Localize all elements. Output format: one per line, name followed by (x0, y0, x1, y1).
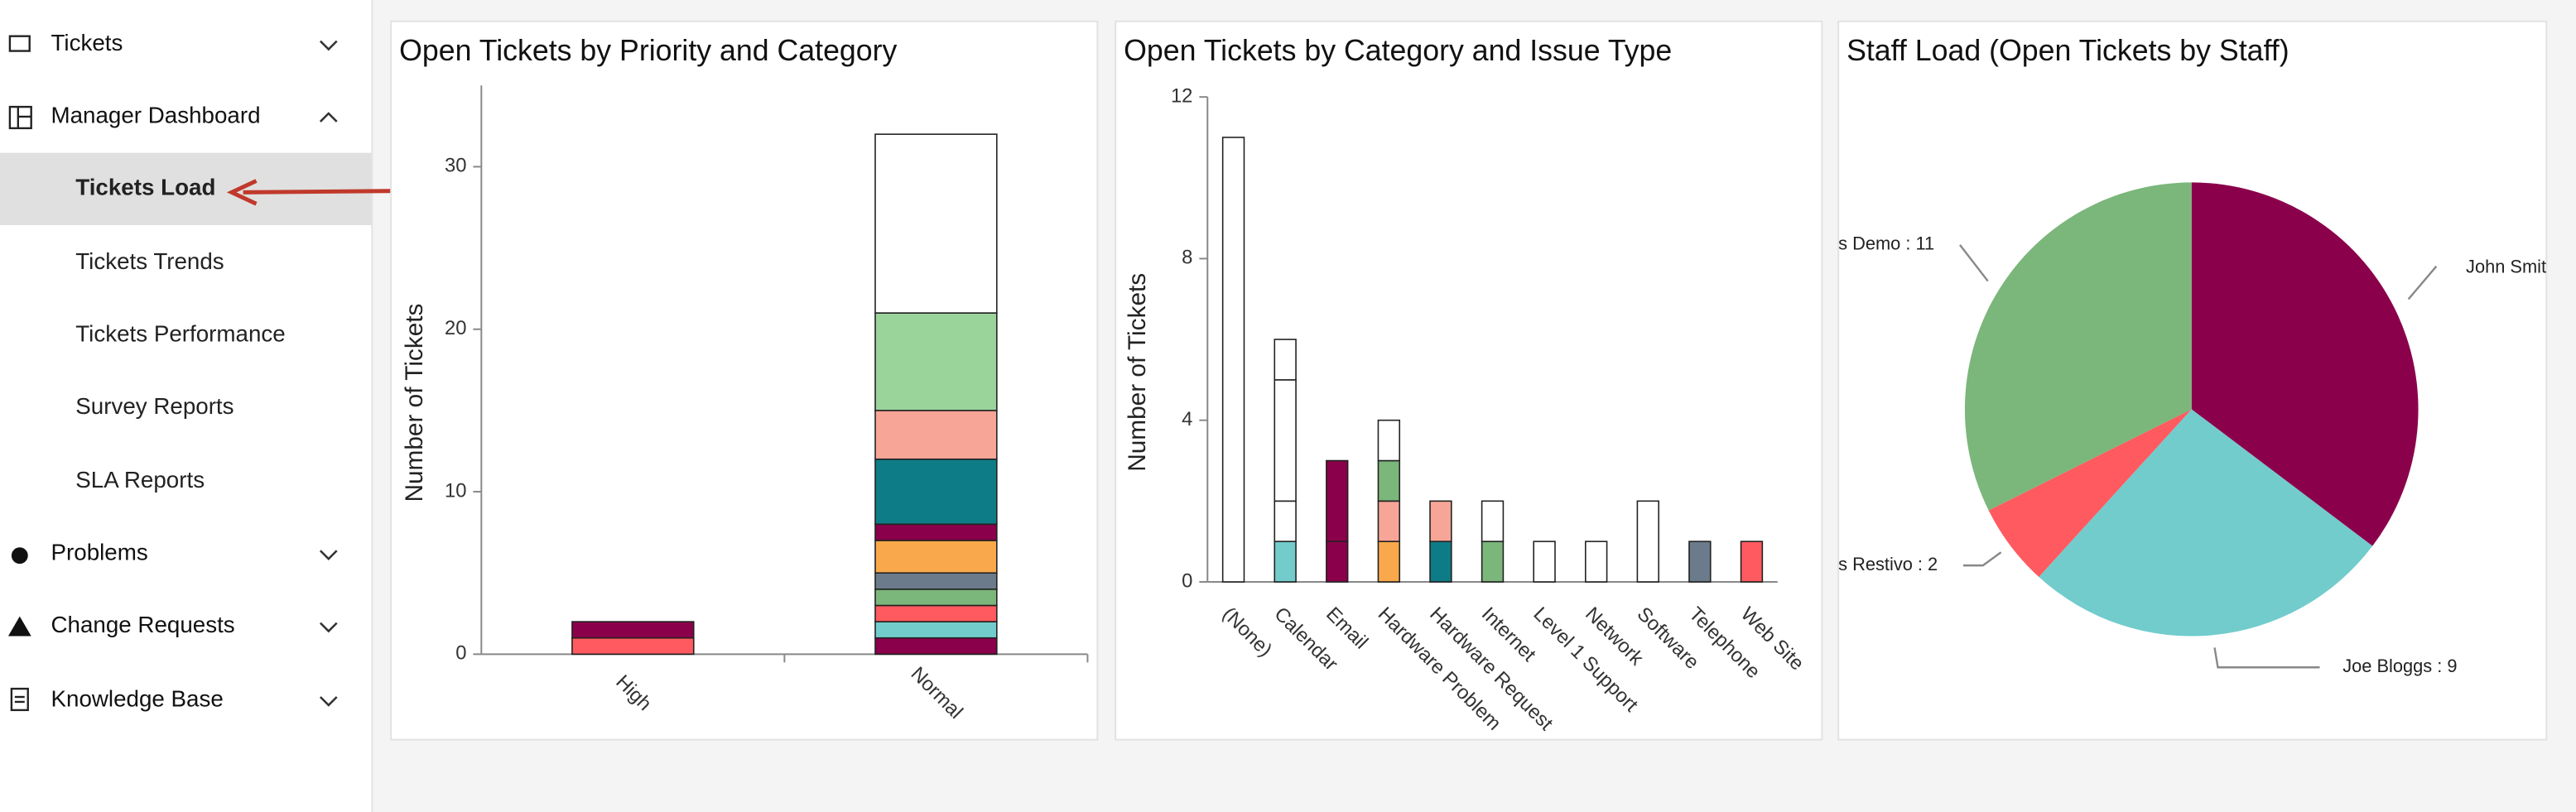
change-icon (7, 616, 31, 637)
leader-line (1962, 551, 2002, 567)
y-tick-label: 20 (445, 317, 466, 339)
menu-item[interactable]: Tickets Trends (75, 248, 224, 274)
bar-segment (1326, 541, 1349, 583)
bar-segment (1274, 379, 1297, 502)
bar-segment (1429, 500, 1452, 542)
menu-item[interactable]: Change Requests (51, 612, 235, 637)
bar-segment (874, 133, 998, 314)
kb-icon (10, 687, 29, 712)
bar-segment (874, 523, 998, 541)
chart-title: Open Tickets by Priority and Category (399, 34, 897, 67)
pie-slice (1988, 409, 2192, 577)
bar-segment (1377, 541, 1401, 583)
pie-label: Joe Bloggs : 9 (2342, 656, 2457, 676)
bar-segment (571, 621, 695, 639)
bar-segment (1688, 541, 1712, 583)
pie-slice (2191, 182, 2419, 546)
y-axis-title: Number of Tickets (401, 304, 428, 502)
bar-segment (874, 458, 998, 526)
menu-item[interactable]: Tickets (51, 30, 123, 55)
dashboard-icon (8, 105, 32, 130)
menu-item[interactable]: Knowledge Base (51, 685, 224, 711)
bar-segment (1481, 500, 1505, 542)
menu-item[interactable]: SLA Reports (75, 467, 205, 492)
y-tick-label: 8 (1182, 247, 1192, 269)
bar-segment (874, 589, 998, 607)
bar-segment (1377, 459, 1401, 502)
y-tick-label: 0 (1182, 569, 1192, 592)
bar-segment (1377, 419, 1401, 462)
y-tick-label: 12 (1171, 84, 1192, 107)
y-tick-label: 0 (455, 642, 466, 665)
pie-slice (2039, 409, 2373, 637)
chevrons (319, 40, 338, 707)
bar-segment (1740, 541, 1764, 583)
bar-segment (874, 604, 998, 622)
bar-segment (1533, 541, 1556, 583)
pie-slice (1964, 182, 2192, 511)
leader-line (2213, 647, 2320, 669)
bar-segment (571, 637, 695, 656)
menu-item[interactable]: Tickets Load (75, 175, 215, 200)
bar-segment (1636, 500, 1659, 583)
tickets-icon (8, 35, 31, 52)
bar-segment (1274, 339, 1297, 381)
bar-segment (1326, 459, 1349, 542)
pie-label: John Smit (2466, 256, 2546, 276)
problems-icon (11, 547, 28, 565)
menu-item[interactable]: Problems (51, 540, 148, 565)
bar-segment (1274, 541, 1297, 583)
leader-line (1959, 244, 1989, 282)
y-axis-title: Number of Tickets (1124, 273, 1151, 472)
y-tick-label: 30 (445, 155, 466, 177)
bar-segment (1274, 500, 1297, 542)
bar-segment (874, 621, 998, 639)
pie-label: s Restivo : 2 (1838, 554, 1938, 574)
y-tick-label: 4 (1182, 408, 1192, 430)
menu-item[interactable]: Manager Dashboard (51, 102, 261, 127)
bar-segment (874, 312, 998, 411)
chart-title: Open Tickets by Category and Issue Type (1124, 34, 1672, 67)
bar-segment (1377, 500, 1401, 542)
sidebar (0, 0, 372, 812)
bar-segment (874, 410, 998, 460)
bar-segment (1481, 541, 1505, 583)
bar-segment (1585, 541, 1608, 583)
y-tick-label: 10 (445, 479, 466, 502)
chart-title: Staff Load (Open Tickets by Staff) (1847, 34, 2290, 67)
leader-line (2407, 265, 2438, 300)
menu-item[interactable]: Survey Reports (75, 393, 234, 419)
bar-segment (1429, 541, 1452, 583)
selected-item-bg (0, 152, 372, 226)
menu-item[interactable]: Tickets Performance (75, 320, 285, 346)
bar-segment (874, 572, 998, 590)
bar-segment (874, 540, 998, 574)
bar-segment (1221, 137, 1245, 583)
pie-label: s Demo : 11 (1838, 233, 1934, 254)
bar-segment (874, 637, 998, 656)
